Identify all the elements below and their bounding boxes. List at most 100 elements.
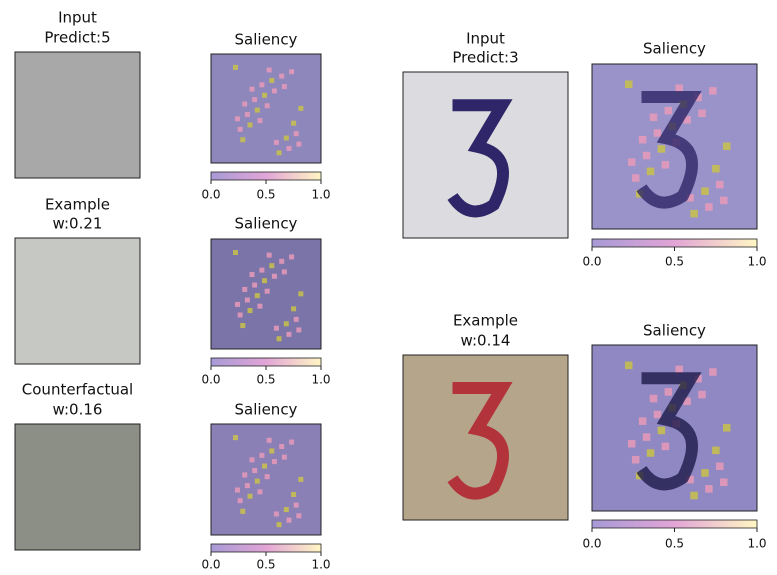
saliency-speckle — [235, 116, 240, 121]
saliency-title: Saliency — [643, 40, 706, 58]
colorbar-tick-label: 1.0 — [311, 558, 330, 572]
saliency-speckle — [675, 84, 683, 92]
saliency-speckle — [245, 112, 250, 117]
colorbar-tick-label: 0.0 — [201, 558, 220, 572]
saliency-speckle — [269, 263, 274, 268]
saliency-speckle — [643, 433, 651, 441]
saliency-speckle — [647, 168, 655, 176]
saliency-speckle — [240, 137, 245, 142]
saliency-speckle — [628, 158, 636, 166]
saliency-speckle — [265, 474, 270, 479]
colorbar — [211, 358, 321, 366]
saliency-speckle — [267, 68, 272, 73]
saliency-speckle — [245, 483, 250, 488]
saliency-speckle — [709, 87, 717, 95]
saliency-speckle — [625, 81, 633, 89]
saliency-speckle — [658, 427, 666, 435]
colorbar-tick-label: 0.5 — [256, 188, 275, 202]
saliency-speckle — [286, 518, 291, 523]
saliency-speckle — [662, 161, 670, 169]
saliency-speckle — [272, 274, 277, 279]
saliency-speckle — [709, 368, 717, 376]
saliency-speckle — [632, 174, 640, 182]
saliency-speckle — [294, 131, 299, 136]
saliency-speckle — [272, 459, 277, 464]
saliency-speckle — [716, 181, 724, 189]
saliency-speckle — [259, 268, 264, 273]
saliency-speckle — [723, 424, 731, 432]
saliency-speckle — [245, 298, 250, 303]
saliency-speckle — [279, 259, 284, 264]
saliency-speckle — [248, 494, 253, 499]
colorbar-tick-label: 1.0 — [311, 188, 330, 202]
saliency-speckle — [294, 317, 299, 322]
saliency-speckle — [282, 455, 287, 460]
image — [15, 52, 140, 178]
saliency-speckle — [277, 150, 282, 155]
saliency-speckle — [282, 84, 287, 89]
colorbar-tick-label: 0.0 — [582, 255, 601, 269]
saliency-speckle — [284, 507, 289, 512]
saliency-speckle — [698, 110, 706, 118]
saliency-title: Saliency — [235, 401, 298, 419]
saliency-speckle — [625, 362, 633, 370]
saliency-speckle — [296, 142, 301, 147]
colorbar-tick-label: 0.5 — [665, 537, 684, 551]
saliency-speckle — [250, 272, 255, 277]
saliency-speckle — [257, 489, 262, 494]
colorbar — [211, 172, 321, 180]
saliency-speckle — [286, 146, 291, 151]
saliency-speckle — [705, 203, 713, 211]
saliency-speckle — [252, 97, 257, 102]
saliency-speckle — [298, 291, 303, 296]
saliency-speckle — [267, 253, 272, 258]
saliency-speckle — [284, 321, 289, 326]
saliency-speckle — [284, 136, 289, 141]
image-title: w:0.14 — [461, 332, 511, 350]
saliency-speckle — [720, 197, 728, 205]
saliency-speckle — [274, 140, 279, 145]
saliency-speckle — [639, 136, 647, 144]
colorbar — [592, 239, 757, 247]
saliency-speckle — [665, 388, 673, 396]
saliency-speckle — [233, 250, 238, 255]
saliency-speckle — [690, 492, 698, 500]
saliency-speckle — [274, 511, 279, 516]
colorbar-tick-label: 0.0 — [201, 188, 220, 202]
saliency-speckle — [675, 366, 683, 374]
saliency-speckle — [235, 487, 240, 492]
saliency-speckle — [269, 78, 274, 83]
saliency-speckle — [259, 453, 264, 458]
saliency-speckle — [723, 143, 731, 151]
saliency-speckle — [255, 479, 260, 484]
saliency-speckle — [238, 312, 243, 317]
saliency-speckle — [712, 447, 720, 455]
colorbar-tick-label: 0.5 — [256, 558, 275, 572]
saliency-speckle — [255, 108, 260, 113]
saliency-speckle — [238, 127, 243, 132]
saliency-speckle — [274, 326, 279, 331]
image-title: Predict:3 — [452, 49, 518, 67]
saliency-speckle — [277, 336, 282, 341]
colorbar-tick-label: 1.0 — [311, 373, 330, 387]
saliency-speckle — [242, 287, 247, 292]
saliency-speckle — [279, 444, 284, 449]
colorbar-tick-label: 0.0 — [582, 537, 601, 551]
saliency-speckle — [712, 165, 720, 173]
saliency-speckle — [262, 278, 267, 283]
saliency-speckle — [262, 464, 267, 469]
colorbar — [592, 520, 757, 528]
saliency-speckle — [242, 472, 247, 477]
saliency-speckle — [233, 65, 238, 70]
saliency-speckle — [252, 283, 257, 288]
saliency-speckle — [265, 289, 270, 294]
saliency-speckle — [289, 440, 294, 445]
saliency-speckle — [265, 103, 270, 108]
saliency-speckle — [272, 88, 277, 93]
image-title: Example — [453, 312, 518, 330]
image-title: Counterfactual — [22, 381, 133, 399]
saliency-speckle — [698, 391, 706, 399]
image-title: Input — [466, 30, 505, 48]
image-title: w:0.21 — [53, 215, 103, 233]
saliency-speckle — [252, 468, 257, 473]
